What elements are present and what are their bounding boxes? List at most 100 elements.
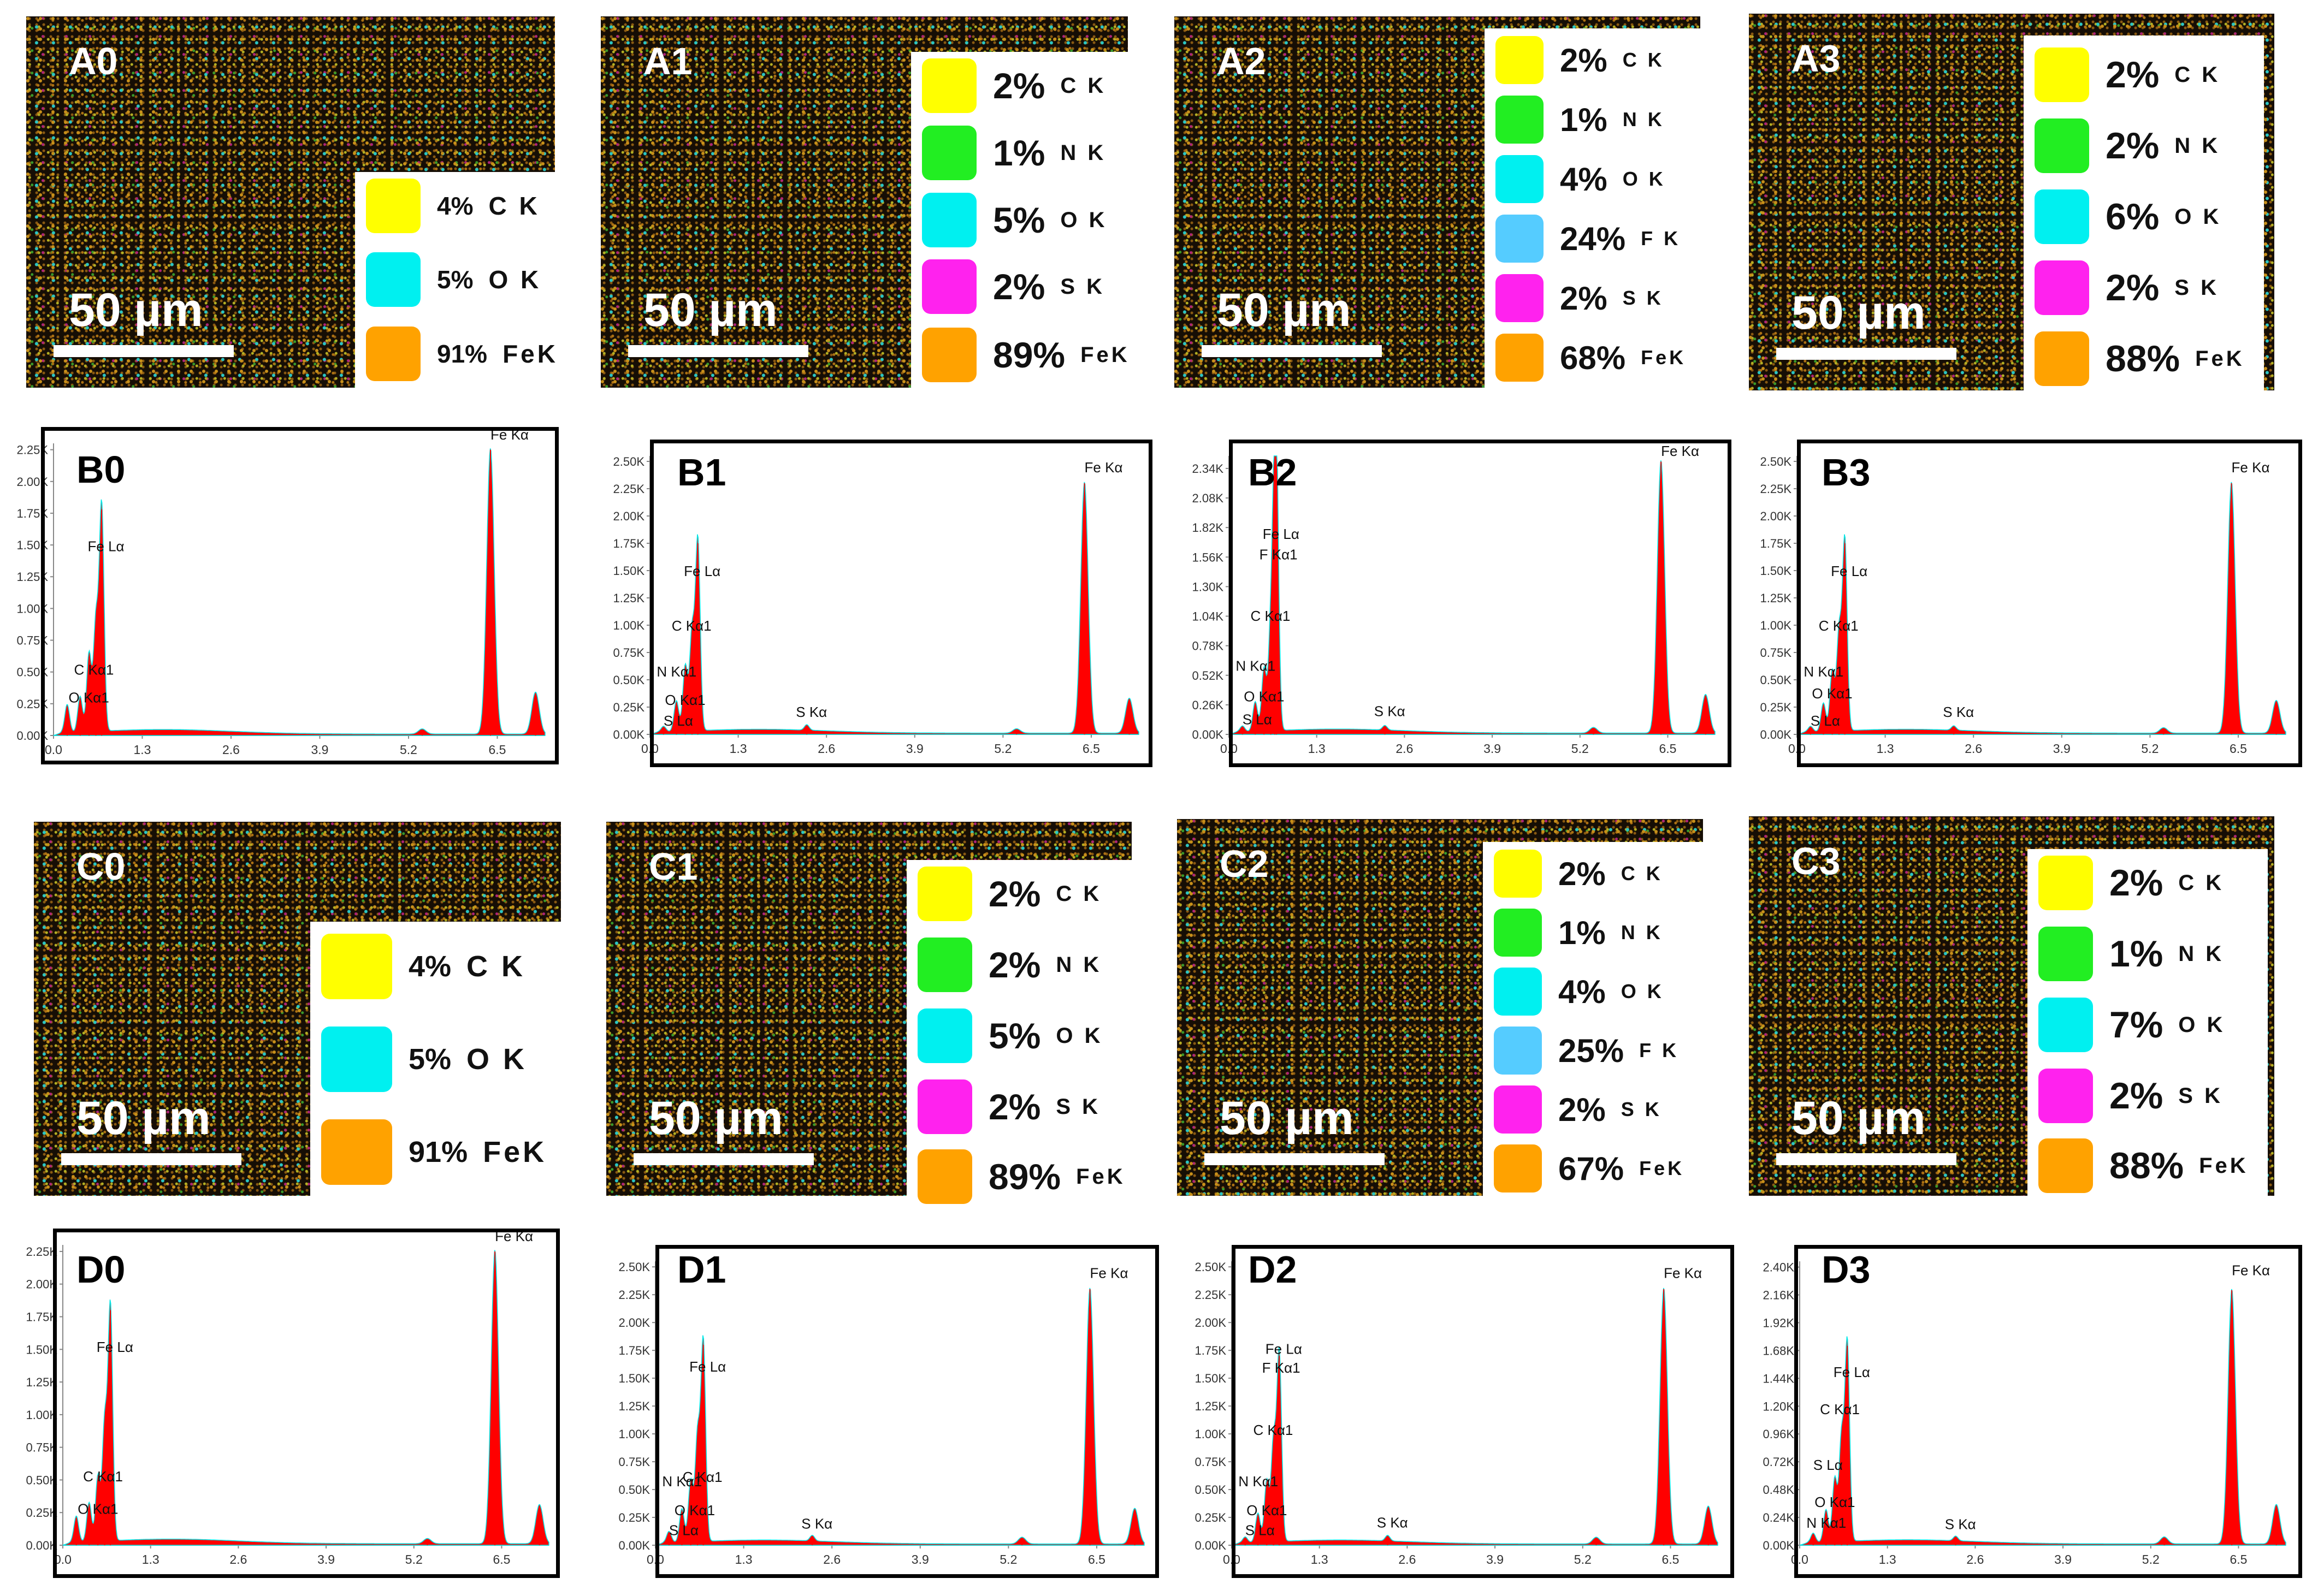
spectrum-plot: 0.00K 0.24K 0.48K 0.72K 0.96K 1.20K 1.44K 1.68K… [1763, 1261, 2286, 1567]
spectrum-area [53, 448, 546, 736]
legend-item: 7% O K [2038, 998, 2225, 1052]
x-tick-label: 2.6 [229, 1552, 247, 1567]
legend-pct: 1% [1558, 914, 1606, 951]
y-tick-label: 1.20K [1763, 1399, 1795, 1413]
legend-pct: 4% [1558, 973, 1606, 1010]
y-tick-label: 0.75K [17, 634, 49, 648]
eds-spectrum-b2: 0.00K 0.26K 0.52K 0.78K 1.04K 1.30K 1.56K 1.82K… [1180, 440, 1731, 767]
legend-element: FeK [1639, 1157, 1685, 1179]
y-tick-label: 1.25K [1760, 591, 1792, 605]
spectrum-plot: 0.00K 0.26K 0.52K 0.78K 1.04K 1.30K 1.56K 1.82K… [1192, 443, 1716, 756]
x-tick-label: 6.5 [2230, 741, 2247, 756]
y-tick-label: 1.30K [1192, 580, 1224, 594]
y-tick-label: 1.68K [1763, 1344, 1795, 1357]
fek-swatch [1495, 334, 1544, 382]
y-tick-label: 1.00K [1195, 1427, 1227, 1441]
x-tick-label: 1.3 [142, 1552, 159, 1567]
y-tick-label: 0.25K [619, 1511, 651, 1524]
panel-label: C3 [1791, 840, 1841, 882]
peak-label: S Kα [1374, 703, 1405, 720]
legend-item: 88% FeK [2035, 331, 2245, 386]
y-tick-label: 2.50K [1760, 455, 1792, 468]
legend-pct: 89% [989, 1156, 1061, 1197]
legend-item: 4% O K [1495, 152, 1666, 206]
x-tick-label: 1.3 [134, 743, 151, 757]
legend-a0: 4% C K 5% O K 91% FeK [355, 172, 568, 388]
peak-label: S Lα [1245, 1522, 1275, 1539]
y-tick-label: 1.50K [619, 1372, 651, 1385]
legend-element: O K [2178, 1012, 2226, 1037]
legend-pct: 4% [409, 950, 452, 983]
legend-element: O K [1056, 1023, 1103, 1048]
legend-item: 6% O K [2035, 189, 2221, 244]
peak-label: O Kα1 [675, 1502, 715, 1518]
x-tick-label: 5.2 [994, 741, 1012, 756]
peak-label: C Kα1 [1820, 1401, 1860, 1417]
legend-c0: 4% C K 5% O K 91% FeK [310, 922, 567, 1196]
x-tick-label: 5.2 [400, 743, 417, 757]
peak-label: N Kα1 [1235, 657, 1275, 674]
panel-label: D1 [677, 1248, 726, 1291]
panel-label: B2 [1248, 451, 1297, 494]
spectrum-area [1231, 1288, 1718, 1546]
y-tick-label: 1.04K [1192, 610, 1224, 624]
panel-label: A0 [69, 40, 118, 82]
y-tick-label: 2.34K [1192, 462, 1224, 476]
y-tick-label: 1.75K [26, 1310, 58, 1324]
peak-label: Fe Lα [1834, 1364, 1870, 1380]
legend-pct: 2% [989, 874, 1041, 914]
x-tick-label: 2.6 [818, 741, 835, 756]
y-tick-label: 2.25K [26, 1245, 58, 1259]
legend-element: FeK [1641, 346, 1687, 369]
y-tick-label: 0.75K [1760, 646, 1792, 660]
x-tick-label: 2.6 [1396, 741, 1413, 756]
legend-c3: 2% C K 1% N K 7% O K 2% S K 88% FeK [2027, 849, 2268, 1196]
peak-label: Fe Lα [689, 1358, 726, 1375]
s-k-swatch [918, 1079, 972, 1134]
eds-spectrum-b1: 0.00K 0.25K 0.50K 0.75K 1.00K 1.25K 1.50K 1.75K… [601, 440, 1152, 767]
x-tick-label: 0.0 [45, 743, 62, 757]
fek-swatch [922, 328, 977, 382]
y-tick-label: 0.50K [17, 666, 49, 679]
x-tick-label: 6.5 [1659, 741, 1676, 756]
legend-element: S K [1060, 274, 1105, 299]
x-tick-label: 0.0 [1220, 741, 1238, 756]
y-tick-label: 0.48K [1763, 1483, 1795, 1497]
legend-pct: 2% [993, 66, 1045, 106]
scale-bar [1204, 1153, 1385, 1165]
legend-element: C K [466, 950, 526, 983]
peak-label: N Kα1 [1806, 1515, 1846, 1531]
legend-element: S K [1056, 1094, 1101, 1119]
y-tick-label: 2.50K [613, 455, 645, 468]
y-tick-label: 0.50K [619, 1483, 651, 1497]
legend-pct: 2% [993, 266, 1045, 307]
panel-label: B1 [677, 451, 726, 494]
n-k-swatch [1494, 909, 1542, 957]
legend-pct: 67% [1558, 1150, 1624, 1187]
s-k-swatch [2035, 260, 2089, 315]
legend-c2: 2% C K 1% N K 4% O K 25% F K 2% S K 67% FeK [1483, 842, 1707, 1196]
fek-swatch [366, 327, 421, 381]
c-k-swatch [321, 934, 392, 999]
legend-element: O K [488, 265, 542, 294]
s-k-swatch [1494, 1085, 1542, 1134]
peak-label: Fe Lα [1831, 563, 1867, 579]
legend-element: F K [1641, 227, 1681, 250]
legend-element: O K [2174, 204, 2222, 229]
y-tick-label: 1.25K [26, 1375, 58, 1389]
c-k-swatch [1494, 850, 1542, 898]
x-tick-label: 6.5 [1088, 1552, 1105, 1567]
legend-element: O K [1060, 207, 1108, 232]
legend-pct: 2% [989, 1087, 1041, 1127]
n-k-swatch [2038, 927, 2093, 981]
panel-label: D0 [76, 1248, 126, 1291]
peak-label: O Kα1 [78, 1501, 118, 1517]
legend-item: 2% C K [918, 867, 1102, 921]
legend-item: 67% FeK [1494, 1141, 1684, 1196]
x-tick-label: 2.6 [823, 1552, 841, 1567]
legend-item: 2% S K [918, 1079, 1101, 1134]
legend-pct: 91% [437, 340, 488, 368]
y-tick-label: 0.50K [613, 673, 645, 687]
x-tick-label: 0.0 [647, 1552, 664, 1567]
x-tick-label: 5.2 [2142, 1552, 2160, 1567]
